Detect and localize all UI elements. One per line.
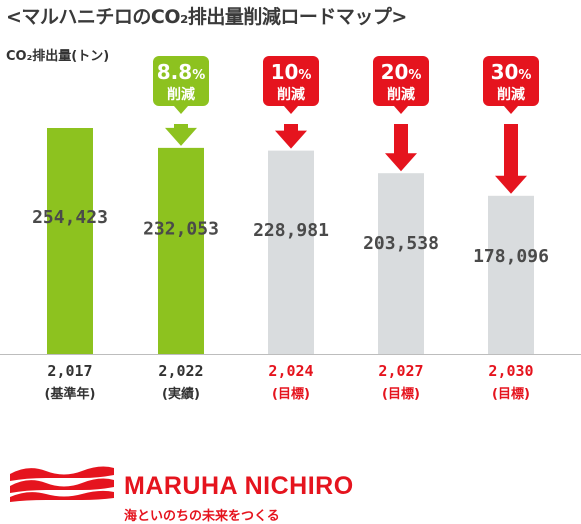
y-axis-unit-label: CO₂排出量(トン) xyxy=(6,49,110,64)
x-tick-sublabel: (目標) xyxy=(272,386,310,402)
bar-chart: 254,423 2,017 (基準年) 232,053 2,022 (実績) 8.8% 削減 2… xyxy=(0,56,581,402)
bar-2,024 xyxy=(268,150,314,354)
brand-name: MARUHA NICHIRO xyxy=(124,472,354,500)
x-tick-label: 2,024 xyxy=(268,362,313,380)
chart-title: <マルハニチロのCO₂排出量削減ロードマップ> xyxy=(6,6,407,28)
value-label: 203,538 xyxy=(363,233,439,254)
bar-2,022 xyxy=(158,147,204,354)
callout-percent: 30% xyxy=(491,60,532,84)
callout-percent: 8.8% xyxy=(157,60,205,84)
bar-2,027 xyxy=(378,173,424,354)
value-label: 178,096 xyxy=(473,246,549,267)
x-tick-label: 2,030 xyxy=(488,362,533,380)
callout-text: 削減 xyxy=(497,86,525,103)
bar-2,030 xyxy=(488,195,534,354)
callout-text: 削減 xyxy=(387,86,415,103)
callout-pointer xyxy=(284,106,298,114)
callout-percent: 20% xyxy=(381,60,422,84)
value-label: 232,053 xyxy=(143,218,219,239)
reduction-arrow xyxy=(385,124,417,172)
callout-text: 削減 xyxy=(167,86,195,103)
reduction-arrow xyxy=(495,124,527,194)
value-label: 254,423 xyxy=(32,207,108,228)
reduction-arrow xyxy=(165,124,197,146)
x-tick-sublabel: (目標) xyxy=(382,386,420,402)
brand-tagline: 海といのちの未来をつくる xyxy=(124,509,280,524)
callout-pointer xyxy=(174,106,188,114)
callout-text: 削減 xyxy=(277,86,305,103)
value-label: 228,981 xyxy=(253,220,329,241)
callout-box xyxy=(483,56,539,106)
callout-box xyxy=(153,56,209,106)
callout-pointer xyxy=(504,106,518,114)
callout-pointer xyxy=(394,106,408,114)
x-tick-label: 2,027 xyxy=(378,362,423,380)
x-tick-label: 2,017 xyxy=(47,362,92,380)
x-tick-sublabel: (実績) xyxy=(162,386,200,402)
x-tick-label: 2,022 xyxy=(158,362,203,380)
callout-box xyxy=(263,56,319,106)
reduction-arrow xyxy=(275,124,307,149)
bar-2,017 xyxy=(47,128,93,354)
callout-percent: 10% xyxy=(271,60,312,84)
x-tick-sublabel: (目標) xyxy=(492,386,530,402)
maruha-wave-logo-icon xyxy=(10,466,114,502)
x-tick-sublabel: (基準年) xyxy=(45,386,96,402)
callout-box xyxy=(373,56,429,106)
